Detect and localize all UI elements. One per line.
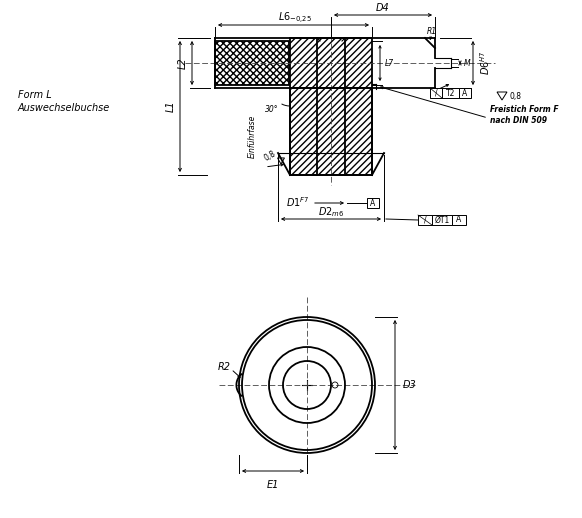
Text: R1: R1 bbox=[427, 27, 437, 36]
Text: L1: L1 bbox=[166, 100, 176, 112]
Text: $D1^{F7}$: $D1^{F7}$ bbox=[286, 195, 309, 209]
Text: ØT1: ØT1 bbox=[434, 215, 449, 224]
Bar bbox=[459, 88, 471, 98]
Text: Einführfase: Einführfase bbox=[247, 115, 257, 158]
Bar bbox=[432, 215, 452, 225]
Bar bbox=[367, 198, 379, 208]
Text: A: A bbox=[462, 89, 467, 97]
Text: A: A bbox=[456, 215, 461, 224]
Text: D4: D4 bbox=[376, 3, 390, 13]
Text: E1: E1 bbox=[267, 480, 279, 490]
Text: L2: L2 bbox=[178, 57, 188, 69]
Text: R2: R2 bbox=[218, 362, 230, 372]
Text: M: M bbox=[464, 59, 471, 67]
Text: A: A bbox=[370, 198, 375, 208]
Text: Auswechselbuchse: Auswechselbuchse bbox=[18, 103, 110, 113]
Text: L7: L7 bbox=[385, 59, 394, 67]
Bar bbox=[290, 88, 372, 175]
Text: 0,8: 0,8 bbox=[262, 149, 277, 163]
Bar bbox=[442, 88, 459, 98]
Bar bbox=[215, 41, 289, 85]
Text: $D6^{H7}$: $D6^{H7}$ bbox=[478, 51, 492, 75]
Text: $D2_{m6}$: $D2_{m6}$ bbox=[318, 205, 344, 219]
Text: $L6_{-0{,}25}$: $L6_{-0{,}25}$ bbox=[278, 10, 313, 25]
Bar bbox=[430, 88, 442, 98]
Bar bbox=[452, 215, 466, 225]
Text: /: / bbox=[435, 89, 437, 97]
Text: Freistich Form F
nach DIN 509: Freistich Form F nach DIN 509 bbox=[490, 105, 559, 125]
Text: 30°: 30° bbox=[265, 106, 279, 114]
Bar bbox=[290, 38, 372, 88]
Bar bbox=[418, 215, 432, 225]
Text: 0,8: 0,8 bbox=[509, 92, 521, 100]
Text: D3: D3 bbox=[403, 380, 417, 390]
Text: Form L: Form L bbox=[18, 90, 52, 100]
Text: /: / bbox=[424, 215, 426, 224]
Text: T2: T2 bbox=[446, 89, 455, 97]
